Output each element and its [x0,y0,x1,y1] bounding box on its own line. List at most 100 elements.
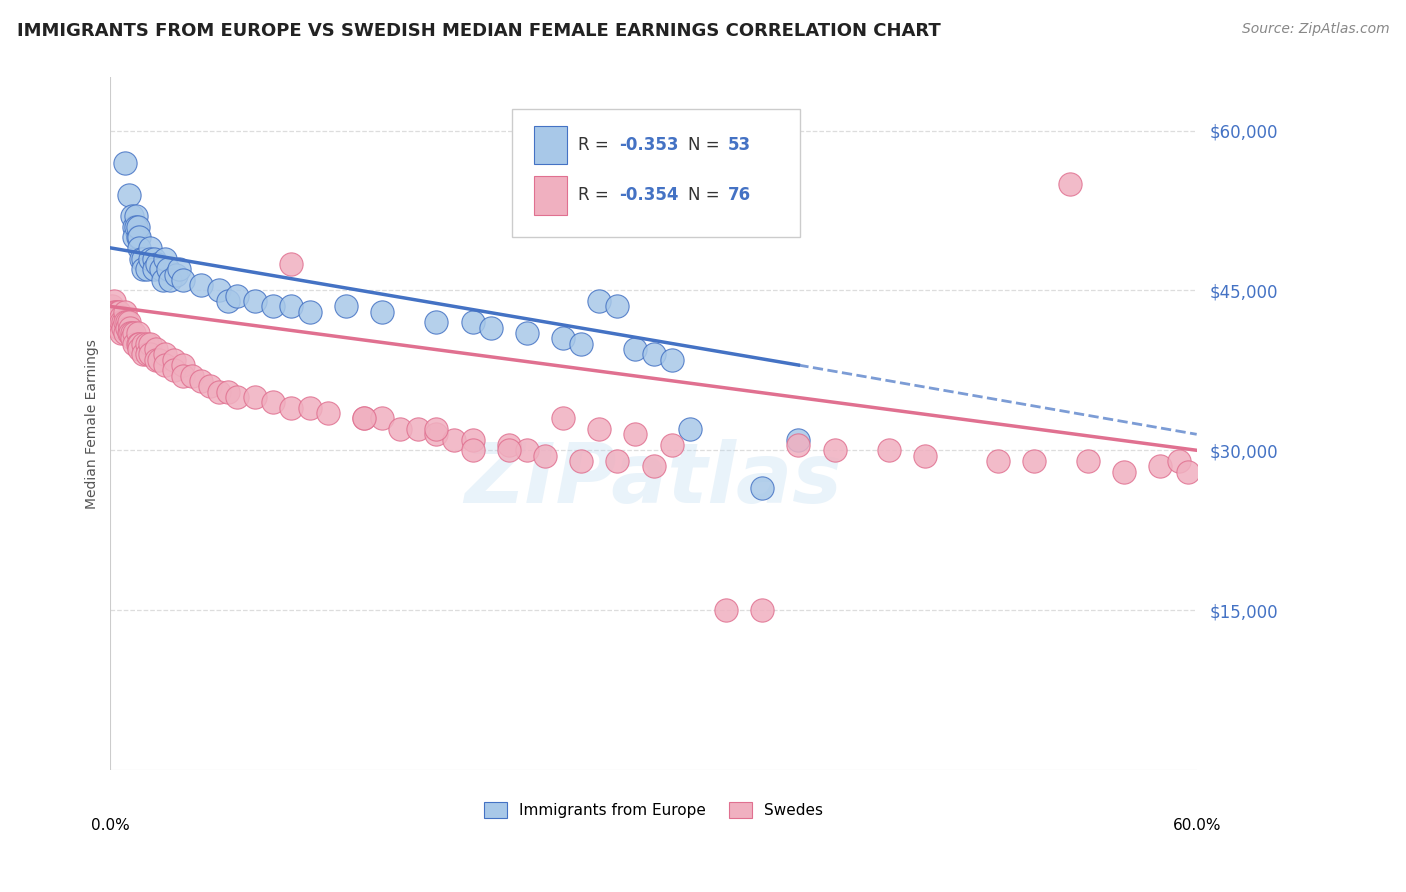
Point [643,347,665,361]
Point [153,252,176,266]
Point [877,443,900,458]
Point [132,262,155,277]
Point [163,352,186,367]
Point [714,603,737,617]
Point [125,209,148,223]
Point [588,294,610,309]
Point [153,347,176,361]
Point [298,305,321,319]
Point [425,315,447,329]
Legend: Immigrants from Europe, Swedes: Immigrants from Europe, Swedes [478,797,830,824]
Point [198,379,221,393]
Point [262,395,284,409]
Point [245,390,267,404]
FancyBboxPatch shape [512,109,800,236]
Point [112,315,135,329]
Point [142,252,165,266]
Point [316,406,339,420]
Point [125,219,148,234]
Point [551,411,574,425]
Point [152,273,174,287]
Point [139,241,162,255]
Point [516,443,538,458]
Point [751,603,773,617]
Point [142,262,165,277]
Point [371,305,394,319]
Point [479,320,502,334]
Point [127,230,149,244]
Point [425,422,447,436]
Point [132,336,155,351]
Point [122,336,145,351]
Point [114,315,136,329]
Point [128,230,150,244]
Point [569,454,592,468]
Point [172,368,194,383]
Point [135,347,157,361]
Text: R =: R = [578,186,613,204]
Point [406,422,429,436]
Point [120,326,142,340]
Point [104,310,127,325]
Text: R =: R = [578,136,613,154]
Point [107,310,129,325]
Point [498,438,520,452]
Point [117,187,139,202]
Point [914,449,936,463]
Point [128,241,150,255]
Point [217,384,239,399]
Point [115,320,138,334]
Point [114,155,136,169]
Point [245,294,267,309]
Point [661,438,683,452]
Point [114,305,136,319]
Point [159,273,181,287]
Point [643,459,665,474]
Point [127,336,149,351]
Point [148,352,170,367]
Point [335,300,357,314]
Point [751,481,773,495]
Point [624,427,647,442]
Text: Source: ZipAtlas.com: Source: ZipAtlas.com [1241,22,1389,37]
Point [128,336,150,351]
Point [1114,465,1136,479]
Point [145,352,167,367]
Point [606,454,628,468]
Point [787,433,810,447]
Point [132,252,155,266]
Point [1059,177,1081,191]
Point [128,342,150,356]
Point [624,342,647,356]
Point [135,262,157,277]
Point [107,315,129,329]
Point [107,305,129,319]
Text: IMMIGRANTS FROM EUROPE VS SWEDISH MEDIAN FEMALE EARNINGS CORRELATION CHART: IMMIGRANTS FROM EUROPE VS SWEDISH MEDIAN… [17,22,941,40]
Point [986,454,1008,468]
Point [534,449,557,463]
Text: N =: N = [689,136,725,154]
Text: 60.0%: 60.0% [1173,818,1220,833]
Point [180,368,202,383]
Point [153,358,176,372]
Point [569,336,592,351]
Point [129,252,152,266]
Point [122,219,145,234]
Point [217,294,239,309]
Point [824,443,846,458]
Point [280,401,302,415]
Point [165,268,187,282]
Point [117,326,139,340]
Y-axis label: Median Female Earnings: Median Female Earnings [86,339,100,508]
Point [280,257,302,271]
Point [139,336,162,351]
Point [226,289,249,303]
Point [108,305,131,319]
Point [172,358,194,372]
Text: ZIPatlas: ZIPatlas [464,439,842,519]
Text: 53: 53 [727,136,751,154]
Point [661,352,683,367]
Point [104,305,127,319]
Point [121,331,143,345]
Point [110,315,132,329]
